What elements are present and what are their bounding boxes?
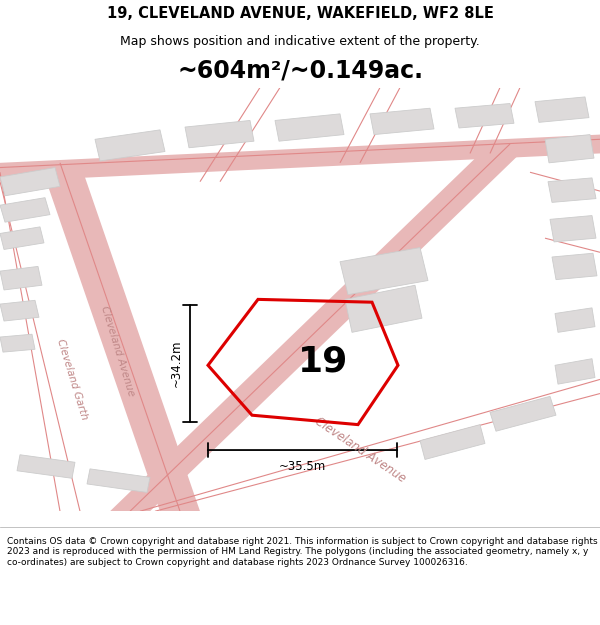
Polygon shape	[40, 163, 200, 511]
Polygon shape	[185, 121, 254, 148]
Polygon shape	[420, 424, 485, 459]
Text: 19: 19	[298, 345, 348, 379]
Polygon shape	[0, 301, 39, 321]
Polygon shape	[552, 253, 597, 279]
Polygon shape	[340, 248, 428, 294]
Polygon shape	[0, 334, 35, 352]
Polygon shape	[545, 134, 594, 163]
Polygon shape	[555, 308, 595, 332]
Polygon shape	[0, 227, 44, 249]
Polygon shape	[345, 285, 422, 332]
Text: ~34.2m: ~34.2m	[170, 339, 182, 387]
Polygon shape	[370, 108, 434, 134]
Polygon shape	[0, 134, 600, 182]
Polygon shape	[555, 359, 595, 384]
Polygon shape	[275, 114, 344, 141]
Polygon shape	[95, 130, 165, 161]
Polygon shape	[490, 396, 556, 431]
Polygon shape	[535, 97, 589, 122]
Polygon shape	[17, 455, 75, 478]
Polygon shape	[87, 469, 150, 492]
Polygon shape	[0, 198, 50, 222]
Text: Cleveland Garth: Cleveland Garth	[55, 338, 89, 421]
Text: Map shows position and indicative extent of the property.: Map shows position and indicative extent…	[120, 35, 480, 48]
Polygon shape	[548, 178, 596, 202]
Polygon shape	[0, 266, 42, 290]
Polygon shape	[0, 168, 60, 196]
Text: ~35.5m: ~35.5m	[279, 461, 326, 474]
Text: Contains OS data © Crown copyright and database right 2021. This information is : Contains OS data © Crown copyright and d…	[7, 537, 598, 567]
Text: 19, CLEVELAND AVENUE, WAKEFIELD, WF2 8LE: 19, CLEVELAND AVENUE, WAKEFIELD, WF2 8LE	[107, 6, 493, 21]
Text: Cleveland Avenue: Cleveland Avenue	[100, 305, 137, 398]
Polygon shape	[550, 216, 596, 242]
Text: Cleveland Avenue: Cleveland Avenue	[312, 415, 408, 485]
Text: ~604m²/~0.149ac.: ~604m²/~0.149ac.	[177, 59, 423, 82]
Polygon shape	[110, 144, 530, 511]
Polygon shape	[455, 104, 514, 128]
